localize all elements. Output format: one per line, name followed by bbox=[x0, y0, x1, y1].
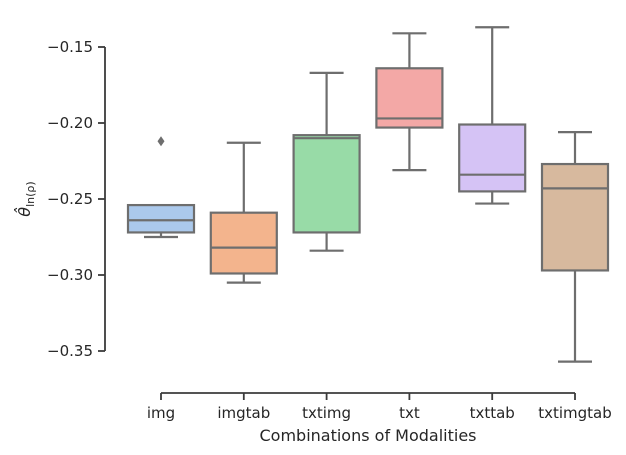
y-tick-label: −0.15 bbox=[47, 38, 93, 56]
y-axis-label: θ̂ln(ρ) bbox=[14, 181, 37, 216]
box-iqr bbox=[458, 123, 527, 193]
x-tick-label: txtimg bbox=[302, 404, 351, 422]
box-group-txtimg bbox=[292, 71, 361, 252]
y-axis-label-main: θ̂ bbox=[14, 207, 34, 217]
x-axis: img imgtab txtimg txt txttab txtimgtab bbox=[147, 392, 612, 422]
svg-text:θ̂ln(ρ): θ̂ln(ρ) bbox=[14, 181, 37, 216]
box-group-txt bbox=[375, 32, 444, 172]
y-tick-label: −0.35 bbox=[47, 342, 93, 360]
box-group-txttab bbox=[458, 26, 527, 205]
outlier-point bbox=[157, 136, 165, 147]
box-iqr bbox=[126, 203, 196, 234]
box-iqr bbox=[292, 134, 361, 234]
x-tick-label: img bbox=[147, 404, 175, 422]
box-iqr bbox=[540, 162, 610, 272]
y-axis: −0.15 −0.20 −0.25 −0.30 −0.35 bbox=[47, 38, 106, 360]
box-group-imgtab bbox=[209, 141, 278, 284]
x-axis-label: Combinations of Modalities bbox=[259, 426, 476, 445]
x-tick-label: txtimgtab bbox=[538, 404, 612, 422]
y-tick-label: −0.25 bbox=[47, 190, 93, 208]
y-tick-label: −0.30 bbox=[47, 266, 93, 284]
box-iqr bbox=[209, 211, 278, 275]
boxes-layer bbox=[126, 26, 610, 363]
x-tick-label: imgtab bbox=[217, 404, 270, 422]
y-axis-label-subscript: ln(ρ) bbox=[24, 181, 37, 207]
y-tick-label: −0.20 bbox=[47, 114, 93, 132]
box-group-img bbox=[126, 136, 196, 239]
box-group-txtimgtab bbox=[540, 131, 610, 363]
x-tick-label: txttab bbox=[470, 404, 515, 422]
x-tick-label: txt bbox=[399, 404, 420, 422]
